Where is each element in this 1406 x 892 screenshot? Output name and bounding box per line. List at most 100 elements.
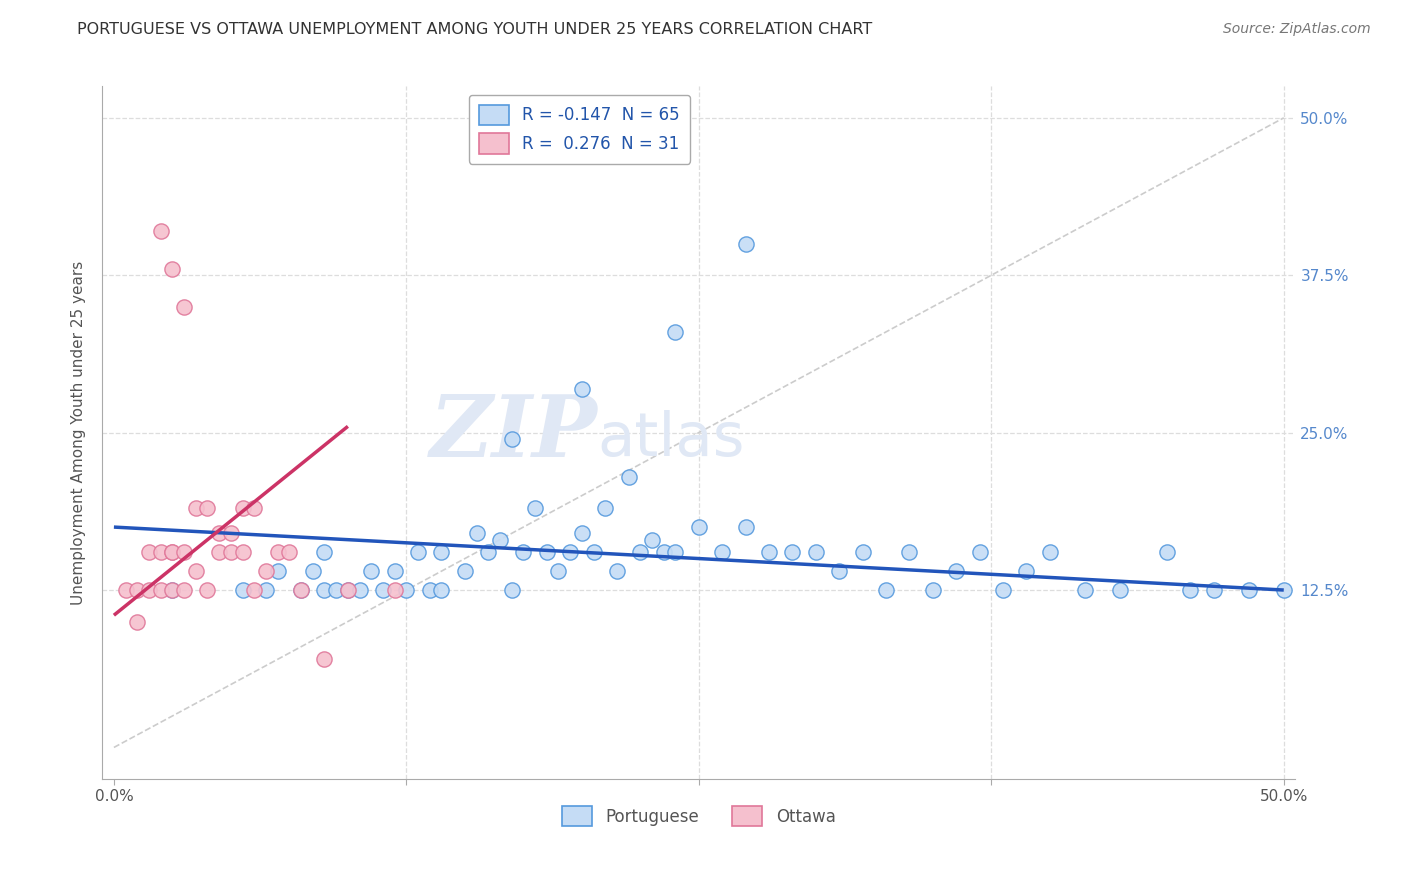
Point xyxy=(711,545,734,559)
Point xyxy=(208,526,231,541)
Point xyxy=(336,582,359,597)
Point xyxy=(664,325,686,339)
Point xyxy=(127,582,149,597)
Point xyxy=(254,582,277,597)
Point xyxy=(371,582,394,597)
Point xyxy=(349,582,371,597)
Point xyxy=(184,564,207,578)
Text: ZIP: ZIP xyxy=(430,391,598,475)
Point xyxy=(325,582,347,597)
Point xyxy=(232,582,254,597)
Point xyxy=(501,582,523,597)
Point xyxy=(162,545,184,559)
Point xyxy=(465,526,488,541)
Point xyxy=(290,582,312,597)
Point xyxy=(162,545,184,559)
Point xyxy=(641,533,664,547)
Point xyxy=(419,582,441,597)
Point xyxy=(454,564,477,578)
Point xyxy=(828,564,851,578)
Point xyxy=(593,501,616,516)
Point xyxy=(1202,582,1225,597)
Point xyxy=(395,582,418,597)
Point xyxy=(127,615,149,629)
Point xyxy=(173,582,195,597)
Point xyxy=(406,545,429,559)
Point xyxy=(149,545,172,559)
Point xyxy=(734,520,756,534)
Point xyxy=(489,533,512,547)
Point xyxy=(384,582,406,597)
Point xyxy=(173,545,195,559)
Text: atlas: atlas xyxy=(598,410,745,469)
Point xyxy=(314,545,336,559)
Point xyxy=(278,545,301,559)
Point xyxy=(149,582,172,597)
Point xyxy=(898,545,921,559)
Legend: Portuguese, Ottawa: Portuguese, Ottawa xyxy=(555,799,842,833)
Point xyxy=(301,564,323,578)
Point xyxy=(267,564,290,578)
Point xyxy=(162,582,184,597)
Point xyxy=(162,582,184,597)
Point xyxy=(512,545,534,559)
Point xyxy=(758,545,780,559)
Point xyxy=(945,564,967,578)
Point xyxy=(173,300,195,314)
Point xyxy=(219,545,242,559)
Point xyxy=(782,545,804,559)
Point xyxy=(571,526,593,541)
Point xyxy=(804,545,827,559)
Point xyxy=(617,469,640,483)
Point xyxy=(243,501,266,516)
Point xyxy=(571,382,593,396)
Point xyxy=(477,545,499,559)
Point xyxy=(628,545,651,559)
Point xyxy=(267,545,290,559)
Point xyxy=(149,224,172,238)
Point xyxy=(138,582,160,597)
Point xyxy=(1156,545,1178,559)
Point xyxy=(232,501,254,516)
Point xyxy=(1109,582,1132,597)
Point xyxy=(184,501,207,516)
Point xyxy=(688,520,710,534)
Point xyxy=(219,526,242,541)
Point xyxy=(606,564,628,578)
Point xyxy=(652,545,675,559)
Point xyxy=(524,501,547,516)
Point xyxy=(1237,582,1260,597)
Point xyxy=(254,564,277,578)
Point xyxy=(921,582,943,597)
Point xyxy=(430,582,453,597)
Point xyxy=(208,545,231,559)
Point xyxy=(969,545,991,559)
Point xyxy=(314,652,336,666)
Point xyxy=(360,564,382,578)
Point xyxy=(1015,564,1038,578)
Point xyxy=(430,545,453,559)
Point xyxy=(560,545,582,559)
Point xyxy=(852,545,875,559)
Point xyxy=(138,545,160,559)
Point xyxy=(501,432,523,446)
Point xyxy=(547,564,569,578)
Point xyxy=(197,501,219,516)
Point xyxy=(314,582,336,597)
Text: PORTUGUESE VS OTTAWA UNEMPLOYMENT AMONG YOUTH UNDER 25 YEARS CORRELATION CHART: PORTUGUESE VS OTTAWA UNEMPLOYMENT AMONG … xyxy=(77,22,873,37)
Point xyxy=(536,545,558,559)
Point xyxy=(1039,545,1062,559)
Point xyxy=(114,582,136,597)
Point xyxy=(1074,582,1097,597)
Point xyxy=(232,545,254,559)
Text: Source: ZipAtlas.com: Source: ZipAtlas.com xyxy=(1223,22,1371,37)
Point xyxy=(664,545,686,559)
Point xyxy=(1272,582,1295,597)
Point xyxy=(991,582,1014,597)
Point xyxy=(875,582,897,597)
Point xyxy=(734,236,756,251)
Point xyxy=(197,582,219,597)
Point xyxy=(1178,582,1201,597)
Point xyxy=(384,564,406,578)
Point xyxy=(243,582,266,597)
